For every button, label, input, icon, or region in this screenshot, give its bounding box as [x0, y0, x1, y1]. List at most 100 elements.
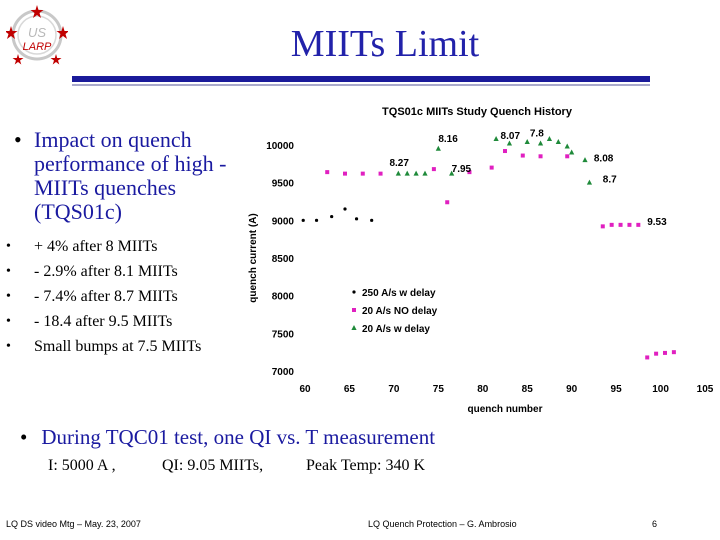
data-point-circle — [370, 218, 374, 222]
data-point-square — [654, 351, 659, 356]
data-point-square — [325, 170, 330, 175]
data-point-triangle — [435, 145, 441, 151]
bullet-dot: • — [6, 239, 11, 254]
y-tick-label: 7000 — [272, 367, 295, 378]
data-point-triangle — [413, 170, 419, 176]
data-point-square — [538, 154, 543, 159]
data-point-square — [503, 149, 507, 154]
data-point-square — [431, 167, 436, 172]
data-point-square — [489, 165, 494, 170]
y-tick-label: 8000 — [272, 292, 295, 303]
point-annotation: 8.7 — [603, 175, 617, 186]
data-point-square — [671, 350, 676, 355]
logo-emblem: US LARP — [4, 5, 69, 65]
bullet-dot: • — [6, 289, 11, 304]
x-tick-label: 85 — [522, 384, 534, 395]
data-point-square — [378, 171, 383, 176]
bullet-dot: • — [6, 339, 11, 354]
data-point-square — [445, 200, 450, 205]
sub-bullet-list: • + 4% after 8 MIITs • - 2.9% after 8.1 MI… — [6, 234, 246, 359]
legend-label: 250 A/s w delay — [362, 288, 436, 299]
data-point-square — [360, 171, 365, 176]
sub-bullet-text: + 4% after 8 MIITs — [34, 238, 158, 255]
x-tick-label: 105 — [697, 384, 714, 395]
detail-qi: QI: 9.05 MIITs, — [162, 457, 264, 474]
data-point-circle — [354, 217, 359, 221]
y-axis-label: quench current (A) — [248, 213, 259, 302]
bullet-dot: • — [20, 425, 28, 449]
chart-svg: TQS01c MIITs Study Quench History 7000 750… — [248, 106, 714, 415]
sub-bullet: • + 4% after 8 MIITs — [6, 234, 246, 259]
x-tick-label: 70 — [388, 384, 400, 395]
data-point-triangle — [524, 138, 530, 144]
x-tick-label: 75 — [433, 384, 445, 395]
data-point-triangle — [569, 149, 575, 155]
data-point-square — [600, 224, 605, 229]
x-tick-label: 60 — [299, 384, 311, 395]
legend-marker — [352, 290, 356, 294]
title-underline-shadow — [72, 84, 650, 86]
data-point-triangle — [546, 135, 553, 141]
bottom-bullet-text: During TQC01 test, one QI vs. T measurem… — [41, 425, 436, 449]
bottom-bullet: • During TQC01 test, one QI vs. T measure… — [20, 425, 435, 450]
data-point-triangle — [404, 170, 410, 176]
data-point-triangle — [395, 170, 401, 176]
legend-marker — [351, 325, 357, 330]
left-bullets: • Impact on quench performance of high -… — [6, 128, 246, 359]
data-point-triangle — [537, 140, 544, 146]
data-point-square — [636, 222, 641, 227]
data-point-triangle — [582, 157, 588, 163]
bullet-dot: • — [6, 264, 11, 279]
bullet-dot: • — [14, 127, 22, 152]
data-point-square — [645, 355, 650, 360]
data-point-triangle — [493, 135, 499, 141]
data-point-triangle — [449, 170, 455, 176]
quench-history-chart: TQS01c MIITs Study Quench History 7000 750… — [240, 100, 720, 425]
slide-title: MIITs Limit — [290, 23, 480, 65]
data-point-square — [609, 222, 614, 227]
data-point-circle — [301, 218, 305, 222]
data-point-triangle — [586, 179, 593, 185]
y-tick-label: 9500 — [272, 179, 295, 190]
data-point-triangle — [555, 138, 561, 144]
bullet-dot: • — [6, 314, 11, 329]
x-tick-label: 90 — [566, 384, 578, 395]
data-point-square — [618, 222, 623, 227]
footer-left: LQ DS video Mtg – May. 23, 2007 — [6, 519, 141, 529]
title-underline — [72, 76, 650, 82]
sub-bullet-text: - 7.4% after 8.7 MIITs — [34, 288, 178, 305]
data-point-square — [520, 153, 525, 158]
legend-marker — [352, 308, 356, 312]
point-annotation: 9.53 — [647, 217, 667, 228]
data-point-square — [565, 154, 570, 159]
main-bullet: • Impact on quench performance of high -… — [6, 128, 246, 224]
main-bullet-text: Impact on quench performance of high -MI… — [34, 127, 227, 224]
sub-bullet-text: Small bumps at 7.5 MIITs — [34, 338, 202, 355]
sub-bullet-text: - 2.9% after 8.1 MIITs — [34, 263, 178, 280]
x-tick-label: 80 — [477, 384, 489, 395]
point-annotation: 7.95 — [452, 164, 472, 175]
data-point-square — [343, 171, 347, 176]
x-axis-label: quench number — [467, 404, 542, 415]
detail-current: I: 5000 A , — [48, 457, 116, 474]
footer-center: LQ Quench Protection – G. Ambrosio — [368, 519, 517, 529]
y-tick-label: 10000 — [266, 141, 294, 152]
us-larp-logo: US LARP — [4, 4, 69, 66]
legend-label: 20 A/s w delay — [362, 324, 430, 335]
data-point-square — [663, 350, 667, 355]
sub-bullet-text: - 18.4 after 9.5 MIITs — [34, 313, 173, 330]
x-tick-label: 100 — [652, 384, 669, 395]
data-point-square — [627, 222, 632, 227]
footer-page-number: 6 — [652, 519, 658, 529]
point-annotation: 8.07 — [501, 131, 521, 142]
y-tick-label: 9000 — [272, 216, 295, 227]
x-tick-label: 95 — [611, 384, 623, 395]
x-tick-label: 65 — [344, 384, 356, 395]
sub-bullet: • Small bumps at 7.5 MIITs — [6, 334, 246, 359]
data-point-triangle — [506, 140, 513, 146]
data-point-square — [467, 170, 472, 175]
point-annotation: 8.08 — [594, 154, 614, 165]
data-point-circle — [314, 218, 319, 222]
logo-text-us: US — [28, 25, 46, 40]
data-point-circle — [343, 207, 347, 211]
